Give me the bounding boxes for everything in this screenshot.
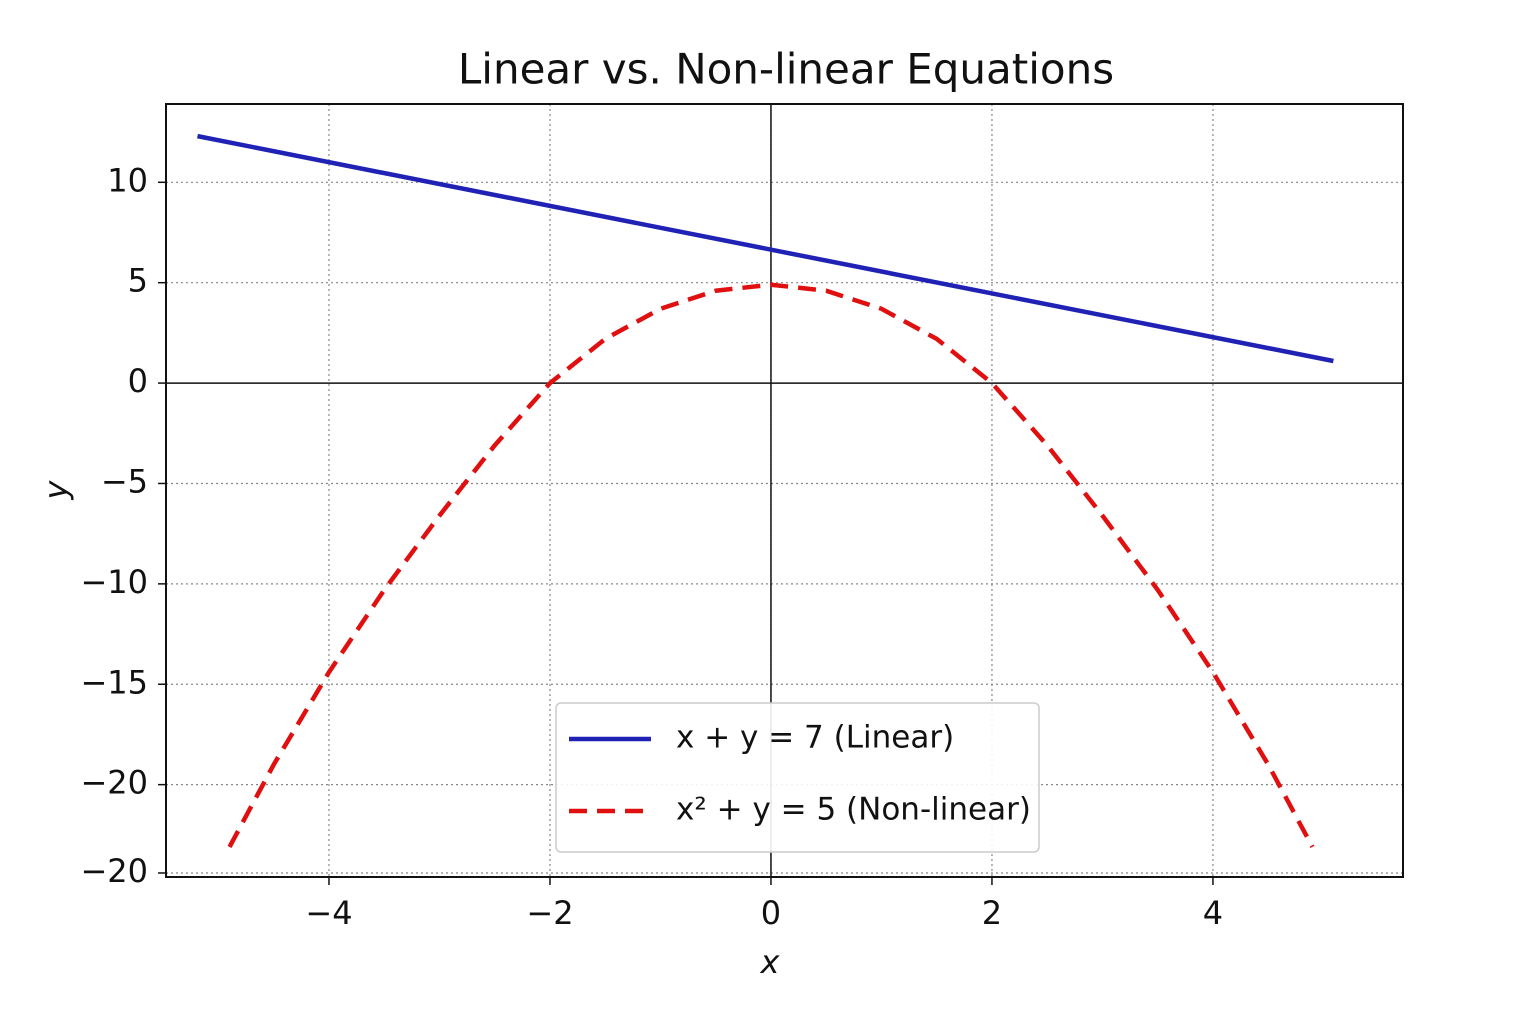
x-tick-label: 4: [1203, 894, 1223, 932]
x-tick-label: 2: [982, 894, 1002, 932]
y-axis-label: y: [37, 479, 75, 500]
plot-frame: [165, 103, 1404, 878]
x-tick-label: 0: [761, 894, 781, 932]
legend-label: x + y = 7 (Linear): [676, 720, 954, 756]
x-tick-label: −2: [526, 894, 573, 932]
legend-label: x² + y = 5 (Non-linear): [676, 792, 1031, 828]
series-line: [227, 282, 1315, 848]
y-tick-label: −10: [80, 563, 148, 601]
y-tick-label: −5: [101, 462, 148, 500]
y-tick-label: −20: [80, 764, 148, 802]
legend-box: [555, 702, 1040, 853]
chart-title: Linear vs. Non-linear Equations: [458, 45, 1114, 94]
y-tick-label: −15: [80, 663, 148, 701]
y-tick-label: 10: [107, 161, 148, 199]
y-tick-label: 0: [128, 362, 148, 400]
x-tick-label: −4: [305, 894, 352, 932]
y-tick-label: −20: [80, 852, 148, 890]
x-axis-label: x: [760, 943, 781, 981]
series-line: [197, 133, 1334, 364]
y-tick-label: 5: [128, 262, 148, 300]
